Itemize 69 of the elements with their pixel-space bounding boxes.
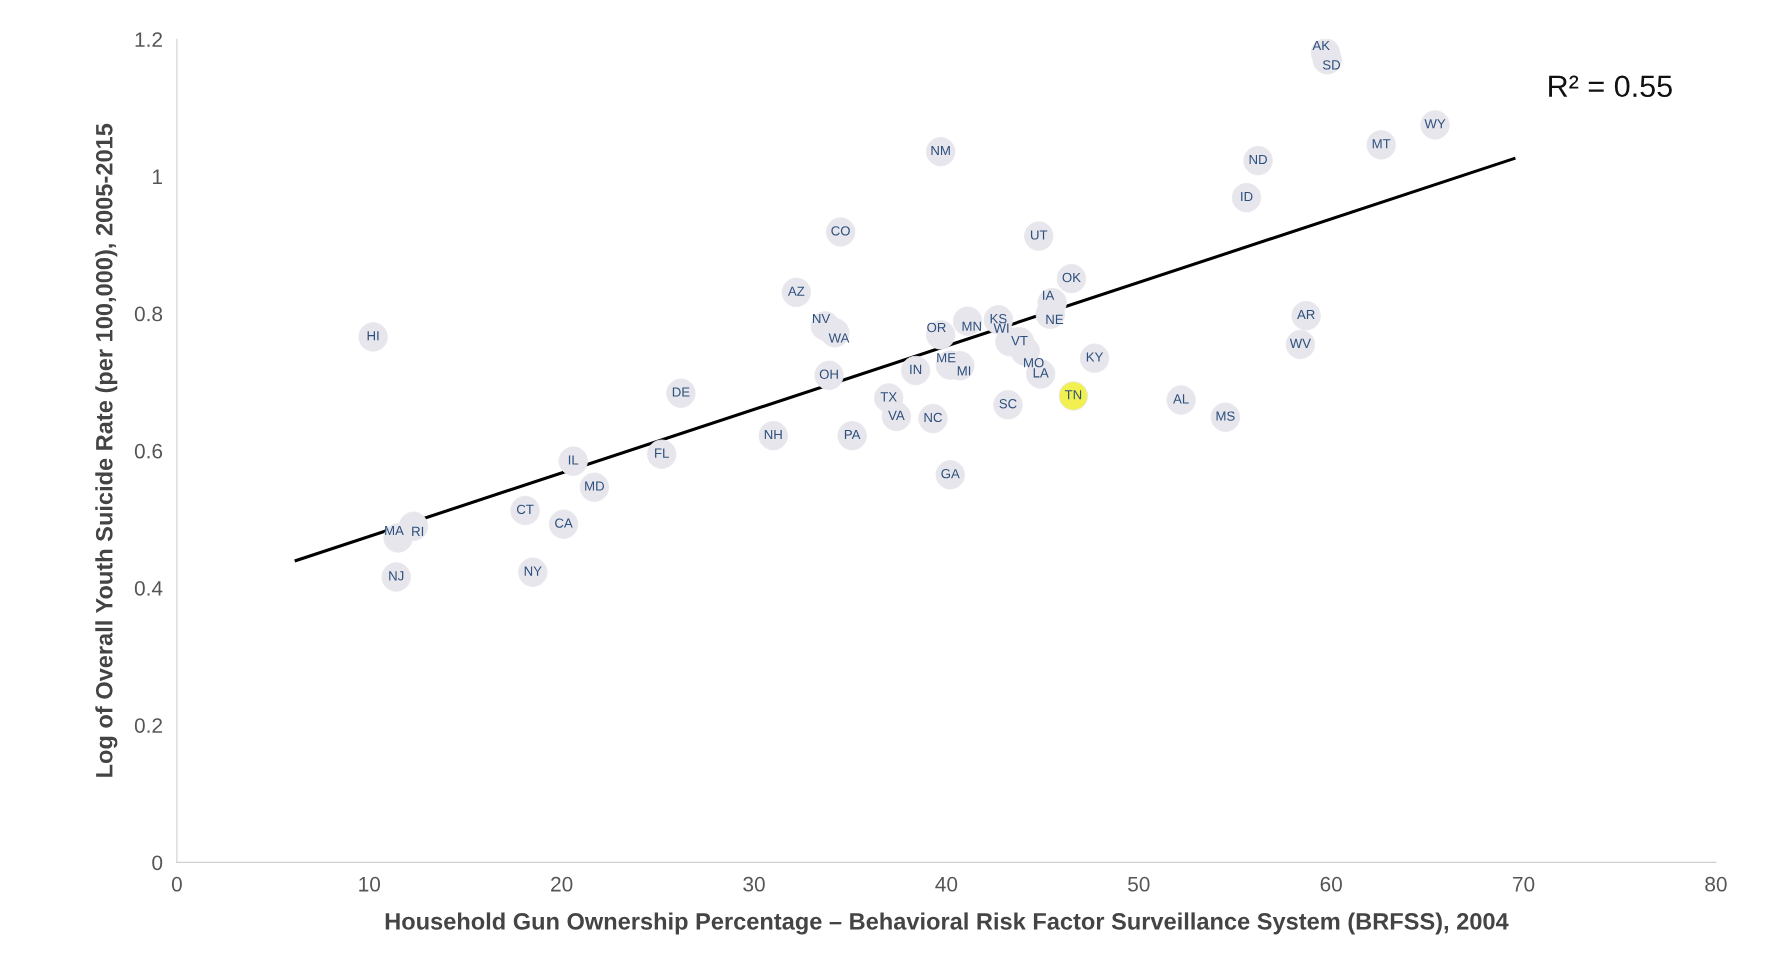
data-label: VA [888, 410, 905, 420]
data-label: NV [812, 314, 831, 324]
data-label: MT [1372, 139, 1391, 149]
data-label: MS [1216, 411, 1235, 421]
x-tick-label: 20 [551, 876, 573, 892]
data-label: ID [1241, 192, 1253, 202]
x-tick-label: 70 [1513, 876, 1535, 892]
data-label: GA [941, 469, 960, 479]
data-label: AK [1312, 41, 1330, 51]
data-label: AZ [787, 286, 805, 296]
data-label: UT [1030, 230, 1048, 240]
data-label: OH [819, 369, 838, 379]
data-label: LA [1033, 368, 1049, 378]
data-label: SD [1322, 60, 1341, 70]
x-tick-label: 60 [1320, 876, 1342, 892]
data-label: OR [927, 322, 946, 333]
data-label: AR [1297, 309, 1315, 320]
data-label: KS [990, 313, 1007, 324]
data-label: ME [937, 353, 956, 363]
x-tick-label: 50 [1128, 876, 1150, 892]
data-label: MO [1024, 358, 1044, 368]
data-label: NM [931, 146, 950, 156]
y-axis-title: Log of Overall Youth Suicide Rate (per 100,000), 2005-2015 [95, 123, 118, 777]
data-label: DE [672, 387, 690, 397]
data-label: TX [880, 392, 897, 402]
data-label: WI [993, 323, 1009, 333]
x-tick-label: 0 [171, 876, 182, 892]
x-tick-label: 80 [1705, 876, 1727, 892]
data-label: NH [764, 430, 782, 440]
data-label: TN [1064, 390, 1082, 400]
y-tick-label: 1 [153, 169, 162, 184]
data-label: ND [1249, 154, 1267, 165]
data-label: HI [367, 331, 379, 341]
data-label: PA [844, 430, 861, 440]
data-label: CO [831, 226, 850, 236]
data-label: CA [555, 518, 573, 528]
data-label: NE [1046, 314, 1064, 324]
data-label: RI [412, 526, 424, 536]
x-tick-label: 40 [935, 876, 958, 892]
annotation: R² = 0.55 [1549, 75, 1672, 98]
data-label: WA [828, 333, 850, 343]
y-tick-label: 0.8 [134, 306, 163, 322]
data-label: WV [1289, 338, 1311, 348]
data-label: OK [1062, 272, 1081, 283]
data-label: IL [568, 455, 579, 465]
data-label: MN [962, 321, 981, 331]
data-label: NC [924, 412, 942, 423]
data-label: NJ [389, 571, 404, 581]
data-label: SC [999, 399, 1017, 409]
x-tick-label: 30 [743, 876, 765, 892]
y-tick-label: 0.6 [134, 443, 163, 459]
data-label: MA [385, 526, 404, 536]
y-tick-label: 0 [152, 855, 163, 871]
data-label: MI [957, 366, 971, 376]
data-label: NY [524, 566, 542, 576]
y-tick-label: 0.4 [134, 581, 163, 596]
data-label: FL [655, 448, 669, 458]
data-label: VT [1011, 336, 1028, 346]
y-tick-label: 1.2 [135, 32, 162, 47]
data-label: WY [1424, 119, 1446, 129]
x-axis-title: Household Gun Ownership Percentage – Behavioral Risk Factor Surveillance System (BRFSS), 2004 [385, 912, 1509, 935]
data-label: CT [516, 504, 534, 515]
data-label: IN [910, 364, 922, 374]
x-tick-label: 10 [359, 876, 381, 892]
data-label: KY [1086, 352, 1104, 362]
data-label: AL [1173, 394, 1189, 404]
y-tick-label: 0.2 [134, 718, 162, 733]
data-label: MD [585, 481, 604, 491]
data-label: IA [1043, 290, 1055, 300]
